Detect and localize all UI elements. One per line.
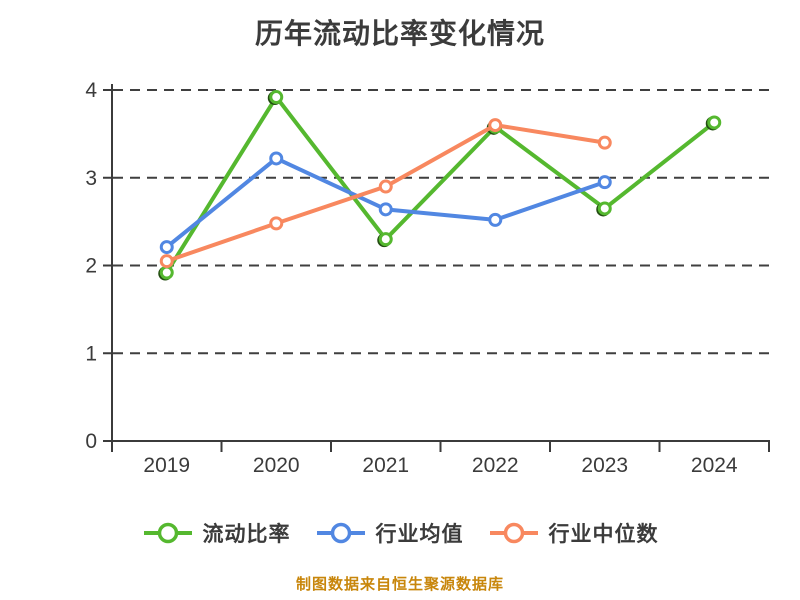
legend-item-label: 流动比率: [202, 523, 291, 546]
legend: 流动比率 行业均值 行业中位数: [0, 518, 800, 548]
x-axis-tick-label: 2019: [143, 454, 190, 477]
data-point-marker: [707, 115, 722, 130]
legend-marker-current-ratio-icon: [143, 522, 192, 544]
y-axis-tick-label: 4: [85, 79, 97, 102]
x-axis-tick-label: 2020: [253, 454, 300, 477]
x-axis-tick-label: 2022: [472, 454, 519, 477]
legend-marker-industry-median-icon: [489, 522, 538, 544]
data-point-marker: [269, 216, 284, 231]
data-point-marker: [488, 212, 503, 227]
data-point-marker: [269, 90, 284, 105]
legend-item-current-ratio: 流动比率: [142, 518, 291, 548]
data-point-marker: [378, 202, 393, 217]
data-point-marker: [159, 240, 174, 255]
data-point-marker: [378, 179, 393, 194]
data-point-marker: [597, 175, 612, 190]
legend-item-industry-median: 行业中位数: [488, 518, 659, 548]
data-point-marker: [597, 135, 612, 150]
legend-item-label: 行业均值: [375, 523, 464, 546]
x-axis-tick-label: 2024: [691, 454, 738, 477]
x-axis-tick-label: 2021: [362, 454, 409, 477]
data-point-marker: [597, 201, 612, 216]
data-point-marker: [488, 118, 503, 133]
y-axis-tick-label: 3: [85, 167, 97, 190]
footer-source-note: 制图数据来自恒生聚源数据库: [295, 576, 504, 593]
data-point-marker: [159, 265, 174, 280]
series-line-0: [164, 95, 717, 275]
page-title: 历年流动比率变化情况: [254, 18, 545, 49]
y-axis-tick-label: 2: [85, 255, 97, 278]
data-point-marker: [269, 151, 284, 166]
legend-item-label: 行业中位数: [548, 523, 659, 546]
data-point-marker: [378, 232, 393, 247]
y-axis-tick-label: 1: [85, 342, 97, 365]
legend-marker-industry-mean-icon: [316, 522, 365, 544]
data-point-marker: [159, 254, 174, 269]
y-axis-tick-label: 0: [85, 430, 97, 453]
legend-item-industry-mean: 行业均值: [315, 518, 464, 548]
x-axis-tick-label: 2023: [581, 454, 628, 477]
